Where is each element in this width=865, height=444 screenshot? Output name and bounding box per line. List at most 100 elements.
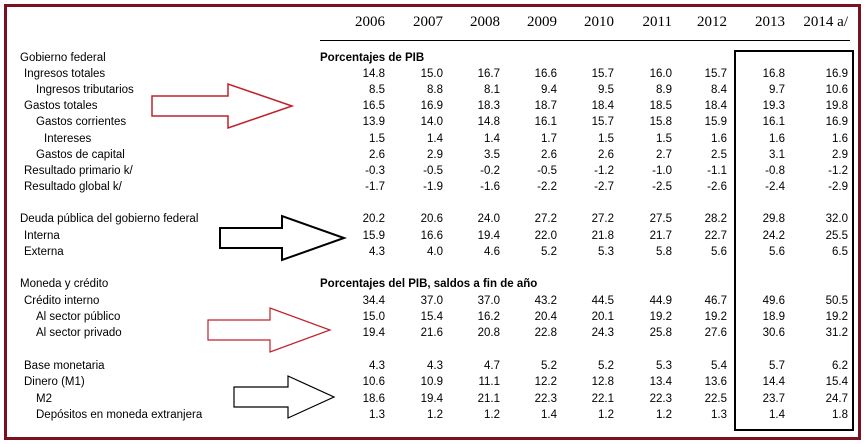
cell-value: -2.5 — [652, 181, 672, 193]
cell-value: 13.6 — [704, 376, 727, 388]
cell-value: -2.2 — [537, 181, 557, 193]
cell-value: 6.2 — [832, 360, 848, 372]
row-label: Resultado global k/ — [24, 181, 122, 193]
section-subtitle-row: Porcentajes del PIB, saldos a fin de año — [0, 278, 865, 294]
year-header: 2011 — [642, 14, 672, 30]
table-row: Gastos corrientes 13.9 14.0 14.8 16.1 15.7 15.… — [0, 116, 865, 132]
cell-value: 14.4 — [762, 376, 785, 388]
row-label: Gastos corrientes — [36, 116, 127, 128]
cell-value: 13.9 — [362, 116, 385, 128]
cell-value: 16.9 — [825, 68, 848, 80]
cell-value: 10.6 — [825, 84, 848, 96]
cell-value: -2.4 — [765, 181, 785, 193]
row-label: Base monetaria — [24, 360, 105, 372]
cell-value: 1.5 — [656, 133, 672, 145]
cell-value: 15.0 — [420, 68, 443, 80]
cell-value: 8.5 — [369, 84, 385, 96]
cell-value: 1.2 — [656, 409, 672, 421]
cell-value: 22.3 — [534, 393, 557, 405]
cell-value: 16.6 — [420, 230, 443, 242]
cell-value: 22.7 — [704, 230, 727, 242]
cell-value: 14.8 — [362, 68, 385, 80]
cell-value: 16.5 — [362, 100, 385, 112]
cell-value: 1.5 — [598, 133, 614, 145]
cell-value: 1.2 — [484, 409, 500, 421]
section-subtitle-row: Porcentajes de PIB — [0, 52, 865, 68]
cell-value: 18.3 — [477, 100, 500, 112]
cell-value: 10.6 — [362, 376, 385, 388]
cell-value: 24.0 — [477, 213, 500, 225]
table-row: Crédito interno 34.4 37.0 37.0 43.2 44.5 44.9 4… — [0, 295, 865, 311]
cell-value: 8.4 — [711, 84, 727, 96]
table-row: Al sector privado 19.4 21.6 20.8 22.8 24.3 25.… — [0, 327, 865, 343]
cell-value: 1.3 — [369, 409, 385, 421]
row-label: Crédito interno — [24, 295, 100, 307]
row-label: Ingresos tributarios — [36, 84, 134, 96]
cell-value: 37.0 — [477, 295, 500, 307]
cell-value: 1.6 — [711, 133, 727, 145]
cell-value: 4.7 — [484, 360, 500, 372]
cell-value: 4.3 — [369, 360, 385, 372]
cell-value: 5.4 — [711, 360, 727, 372]
cell-value: 1.2 — [427, 409, 443, 421]
cell-value: 32.0 — [825, 213, 848, 225]
cell-value: -1.1 — [707, 165, 727, 177]
cell-value: -2.9 — [828, 181, 848, 193]
cell-value: 5.2 — [598, 360, 614, 372]
cell-value: 18.4 — [704, 100, 727, 112]
table-frame — [4, 4, 861, 440]
cell-value: 43.2 — [534, 295, 557, 307]
cell-value: -0.2 — [480, 165, 500, 177]
cell-value: 20.1 — [591, 311, 614, 323]
cell-value: 24.3 — [591, 327, 614, 339]
cell-value: 16.9 — [420, 100, 443, 112]
cell-value: 2.5 — [711, 149, 727, 161]
cell-value: 8.9 — [656, 84, 672, 96]
table-row: Intereses 1.5 1.4 1.4 1.7 1.5 1.5 1.6 1.6 1.6 — [0, 133, 865, 149]
cell-value: 1.4 — [769, 409, 785, 421]
cell-value: 18.7 — [534, 100, 557, 112]
cell-value: 20.6 — [420, 213, 443, 225]
cell-value: 4.6 — [484, 246, 500, 258]
cell-value: 15.7 — [591, 68, 614, 80]
cell-value: 15.8 — [649, 116, 672, 128]
cell-value: 2.6 — [541, 149, 557, 161]
cell-value: 15.4 — [825, 376, 848, 388]
cell-value: 22.8 — [534, 327, 557, 339]
cell-value: -0.3 — [365, 165, 385, 177]
cell-value: 34.4 — [362, 295, 385, 307]
cell-value: 19.8 — [825, 100, 848, 112]
cell-value: 10.9 — [420, 376, 443, 388]
cell-value: 1.4 — [427, 133, 443, 145]
year-header: 2008 — [470, 14, 500, 30]
cell-value: 13.4 — [649, 376, 672, 388]
cell-value: 21.1 — [477, 393, 500, 405]
cell-value: 19.3 — [762, 100, 785, 112]
section-title: Deuda pública del gobierno federal 20.2 20… — [0, 213, 865, 229]
cell-value: 12.8 — [591, 376, 614, 388]
table-row: Gastos totales 16.5 16.9 18.3 18.7 18.4 18.5 18… — [0, 100, 865, 116]
row-label: Gastos totales — [24, 100, 98, 112]
row-label: Gobierno federal — [20, 52, 106, 64]
year-header: 2006 — [355, 14, 385, 30]
year-header: 2013 — [755, 14, 785, 30]
section-title: Gobierno federal — [0, 52, 865, 68]
row-label: Resultado primario k/ — [24, 165, 133, 177]
cell-value: 19.4 — [420, 393, 443, 405]
arrow-black-m2-icon — [233, 375, 336, 419]
cell-value: 20.2 — [362, 213, 385, 225]
cell-value: 5.3 — [598, 246, 614, 258]
table-row: Depósitos en moneda extranjera 1.3 1.2 1.2 1… — [0, 409, 865, 425]
cell-value: 27.6 — [704, 327, 727, 339]
cell-value: 1.7 — [541, 133, 557, 145]
cell-value: 50.5 — [825, 295, 848, 307]
table-row: Resultado global k/ -1.7 -1.9 -1.6 -2.2 -2.7 -… — [0, 181, 865, 197]
cell-value: 27.5 — [649, 213, 672, 225]
row-label: Al sector público — [36, 311, 121, 323]
table-row: Ingresos totales 14.8 15.0 16.7 16.6 15.7 16.0… — [0, 68, 865, 84]
cell-value: 29.8 — [762, 213, 785, 225]
cell-value: 2.7 — [656, 149, 672, 161]
section-title: Moneda y crédito — [0, 278, 865, 294]
cell-value: 8.8 — [427, 84, 443, 96]
year-header: 2009 — [527, 14, 557, 30]
